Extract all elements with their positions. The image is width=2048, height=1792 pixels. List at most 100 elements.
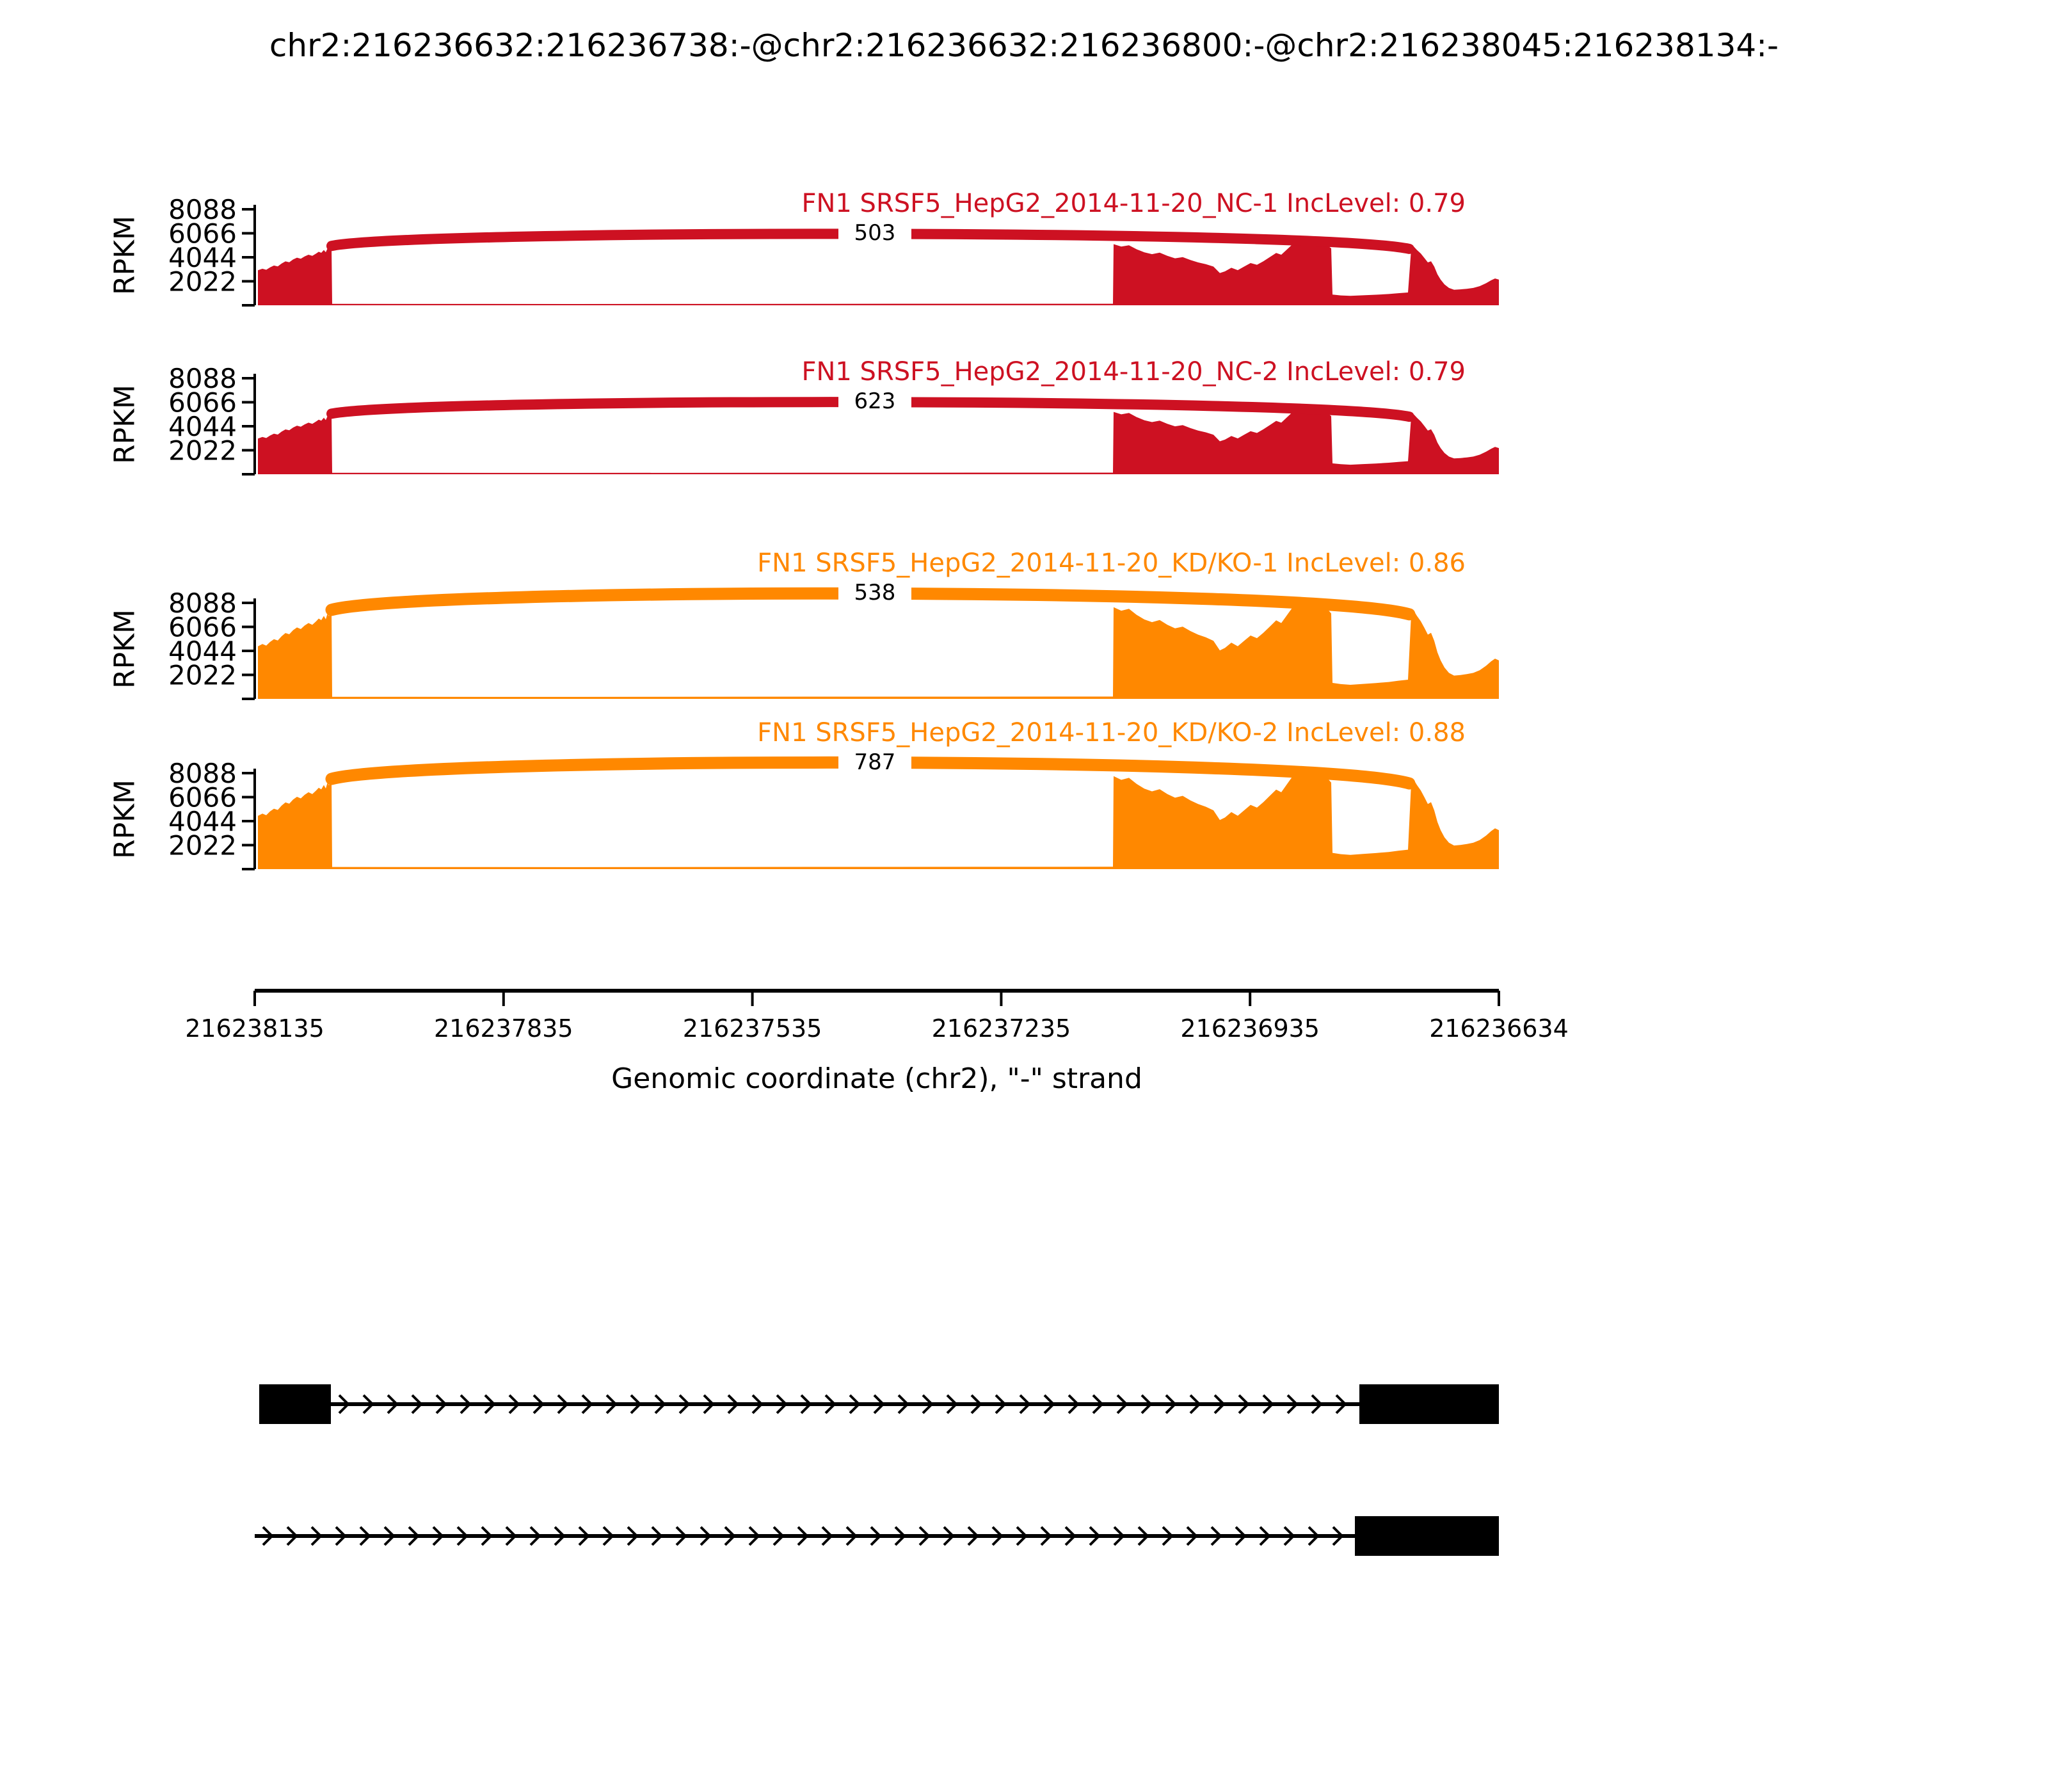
strand-arrow-icon xyxy=(943,1526,955,1546)
strand-arrow-icon xyxy=(651,1526,663,1546)
isoform-exon xyxy=(1355,1516,1499,1556)
strand-arrow-icon xyxy=(335,1526,347,1546)
strand-arrow-icon xyxy=(1040,1526,1052,1546)
strand-arrow-icon xyxy=(1064,1526,1076,1546)
strand-arrow-icon xyxy=(1092,1394,1104,1414)
strand-arrow-icon xyxy=(1213,1394,1226,1414)
strand-arrow-icon xyxy=(772,1526,785,1546)
strand-arrow-icon xyxy=(1259,1526,1271,1546)
strand-arrow-icon xyxy=(1283,1526,1295,1546)
x-tick-label: 216238135 xyxy=(185,1014,324,1043)
strand-arrow-icon xyxy=(821,1526,833,1546)
junction-count-gap xyxy=(838,747,911,778)
strand-arrow-icon xyxy=(581,1394,593,1414)
strand-arrow-icon xyxy=(1019,1394,1031,1414)
strand-arrow-icon xyxy=(1068,1394,1080,1414)
strand-arrow-icon xyxy=(1113,1526,1125,1546)
y-axis-title-track-2: RPKM xyxy=(108,385,141,464)
strand-arrow-icon xyxy=(1335,1394,1347,1414)
strand-arrow-icon xyxy=(845,1526,858,1546)
strand-arrow-icon xyxy=(484,1394,496,1414)
coverage-area-track-4 xyxy=(258,770,1499,869)
y-tick-label: 4044 xyxy=(168,411,237,442)
x-tick-label: 216237235 xyxy=(932,1014,1071,1043)
y-tick-label: 2022 xyxy=(168,435,237,467)
strand-arrow-icon xyxy=(675,1526,687,1546)
strand-arrow-icon xyxy=(435,1394,447,1414)
strand-arrow-icon xyxy=(505,1526,517,1546)
strand-arrow-icon xyxy=(1137,1526,1149,1546)
strand-arrow-icon xyxy=(700,1526,712,1546)
y-tick-label: 4044 xyxy=(168,636,237,667)
y-tick-label: 6066 xyxy=(168,218,237,250)
y-tick-label: 4044 xyxy=(168,242,237,273)
junction-count-gap xyxy=(838,578,911,609)
x-tick-label: 216236634 xyxy=(1429,1014,1569,1043)
strand-arrow-icon xyxy=(578,1526,590,1546)
strand-arrow-icon xyxy=(532,1394,545,1414)
strand-arrow-icon xyxy=(529,1526,541,1546)
strand-arrow-icon xyxy=(1043,1394,1055,1414)
strand-arrow-icon xyxy=(1332,1526,1344,1546)
y-tick-label: 8088 xyxy=(168,194,237,225)
strand-arrow-icon xyxy=(286,1526,298,1546)
junction-count-gap xyxy=(838,218,911,250)
y-tick-label: 6066 xyxy=(168,612,237,643)
strand-arrow-icon xyxy=(824,1394,836,1414)
strand-arrow-icon xyxy=(383,1526,396,1546)
isoform-1 xyxy=(259,1384,1499,1424)
x-tick-label: 216237535 xyxy=(683,1014,822,1043)
strand-arrow-icon xyxy=(408,1526,420,1546)
strand-arrow-icon xyxy=(554,1526,566,1546)
junction-count-track-1: 503 xyxy=(854,220,896,246)
strand-arrow-icon xyxy=(508,1394,520,1414)
strand-arrow-icon xyxy=(1235,1526,1247,1546)
strand-arrow-icon xyxy=(1016,1526,1028,1546)
strand-arrow-icon xyxy=(654,1394,666,1414)
isoform-2 xyxy=(255,1516,1499,1556)
isoform-exon xyxy=(259,1384,331,1424)
x-tick-label: 216237835 xyxy=(434,1014,573,1043)
y-tick-label: 2022 xyxy=(168,830,237,861)
strand-arrow-icon xyxy=(897,1394,909,1414)
junction-count-gap xyxy=(838,387,911,418)
y-tick-label: 6066 xyxy=(168,387,237,419)
y-tick-label: 6066 xyxy=(168,782,237,813)
strand-arrow-icon xyxy=(970,1394,982,1414)
strand-arrow-icon xyxy=(1189,1394,1201,1414)
strand-arrow-icon xyxy=(797,1526,809,1546)
strand-arrow-icon xyxy=(411,1394,423,1414)
strand-arrow-icon xyxy=(359,1526,371,1546)
strand-arrow-icon xyxy=(1116,1394,1128,1414)
strand-arrow-icon xyxy=(1162,1526,1174,1546)
x-axis-title: Genomic coordinate (chr2), "-" strand xyxy=(611,1062,1142,1095)
strand-arrow-icon xyxy=(387,1394,399,1414)
x-axis: 216238135 216237835 216237535 216237235 2162… xyxy=(185,989,1569,1043)
strand-arrow-icon xyxy=(1308,1526,1320,1546)
strand-arrow-icon xyxy=(1286,1394,1299,1414)
track-label-nc-1: FN1 SRSF5_HepG2_2014-11-20_NC-1 IncLevel… xyxy=(801,189,1466,219)
track-label-kdko-2: FN1 SRSF5_HepG2_2014-11-20_KD/KO-2 IncLe… xyxy=(757,717,1466,748)
strand-arrow-icon xyxy=(338,1394,350,1414)
strand-arrow-icon xyxy=(873,1394,885,1414)
strand-arrow-icon xyxy=(724,1526,736,1546)
strand-arrow-icon xyxy=(946,1394,958,1414)
strand-arrow-icon xyxy=(967,1526,979,1546)
strand-arrow-icon xyxy=(727,1394,739,1414)
isoform-exon xyxy=(1359,1384,1499,1424)
strand-arrow-icon xyxy=(1210,1526,1222,1546)
y-tick-label: 2022 xyxy=(168,266,237,298)
strand-arrow-icon xyxy=(1186,1526,1198,1546)
strand-arrow-icon xyxy=(678,1394,691,1414)
strand-arrow-icon xyxy=(748,1526,760,1546)
strand-arrow-icon xyxy=(922,1394,934,1414)
y-axis-title-track-3: RPKM xyxy=(108,609,141,689)
coverage-area-track-1 xyxy=(258,240,1499,305)
